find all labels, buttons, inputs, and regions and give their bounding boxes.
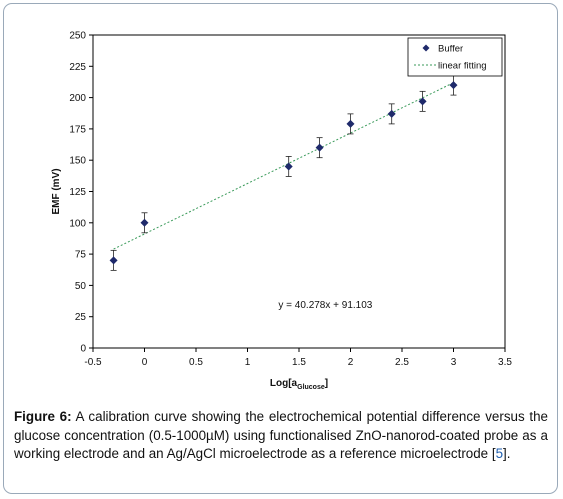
- caption-reference-link[interactable]: 5: [495, 446, 504, 461]
- y-tick-label: 175: [69, 124, 86, 135]
- y-tick-label: 200: [69, 93, 86, 104]
- legend-marker-buffer: [422, 44, 430, 52]
- x-tick-label: 2: [348, 357, 354, 368]
- y-tick-label: 75: [75, 250, 87, 261]
- x-tick-label: 0.5: [189, 357, 203, 368]
- calibration-chart: 0 25 50 75 100 125 150 175 200 225 250 -0.5 0 0.5 1 1.5…: [51, 31, 512, 392]
- x-tick-label: 3: [451, 357, 457, 368]
- y-tick-label: 0: [80, 344, 86, 355]
- data-point: [109, 256, 118, 265]
- x-tick-label: 0: [142, 357, 148, 368]
- legend-label-buffer: Buffer: [438, 44, 463, 55]
- y-tick-label: 100: [69, 218, 86, 229]
- y-tick-label: 50: [75, 281, 87, 292]
- y-tick-label: 225: [69, 62, 86, 73]
- y-tick-label: 25: [75, 312, 87, 323]
- y-tick-label: 250: [69, 31, 86, 42]
- x-tick-label: -0.5: [84, 357, 102, 368]
- y-tick-label: 125: [69, 187, 86, 198]
- x-tick-label: 1: [245, 357, 251, 368]
- legend-box: [407, 37, 503, 77]
- y-axis-label: EMF (mV): [51, 168, 62, 214]
- figure-caption: Figure 6: A calibration curve showing th…: [14, 408, 548, 464]
- linear-fit-line: [113, 82, 454, 250]
- fit-equation-label: y = 40.278x + 91.103: [278, 300, 372, 311]
- x-axis-label: Log[aGlucose]: [270, 378, 328, 391]
- data-point: [140, 218, 149, 227]
- x-tick-label: 2.5: [395, 357, 409, 368]
- x-tick-label: 3.5: [498, 357, 512, 368]
- data-point: [315, 143, 324, 152]
- y-tick-label: 150: [69, 156, 86, 167]
- legend-label-fit: linear fitting: [438, 61, 487, 72]
- caption-text-end: ].: [503, 446, 511, 461]
- caption-label: Figure 6:: [14, 409, 72, 424]
- data-point: [284, 162, 293, 171]
- x-tick-label: 1.5: [292, 357, 306, 368]
- data-point: [449, 81, 458, 90]
- data-point: [387, 109, 396, 118]
- figure-frame: [3, 3, 558, 494]
- data-point: [418, 97, 427, 106]
- caption-text: A calibration curve showing the electroc…: [14, 409, 548, 461]
- data-point: [346, 119, 355, 128]
